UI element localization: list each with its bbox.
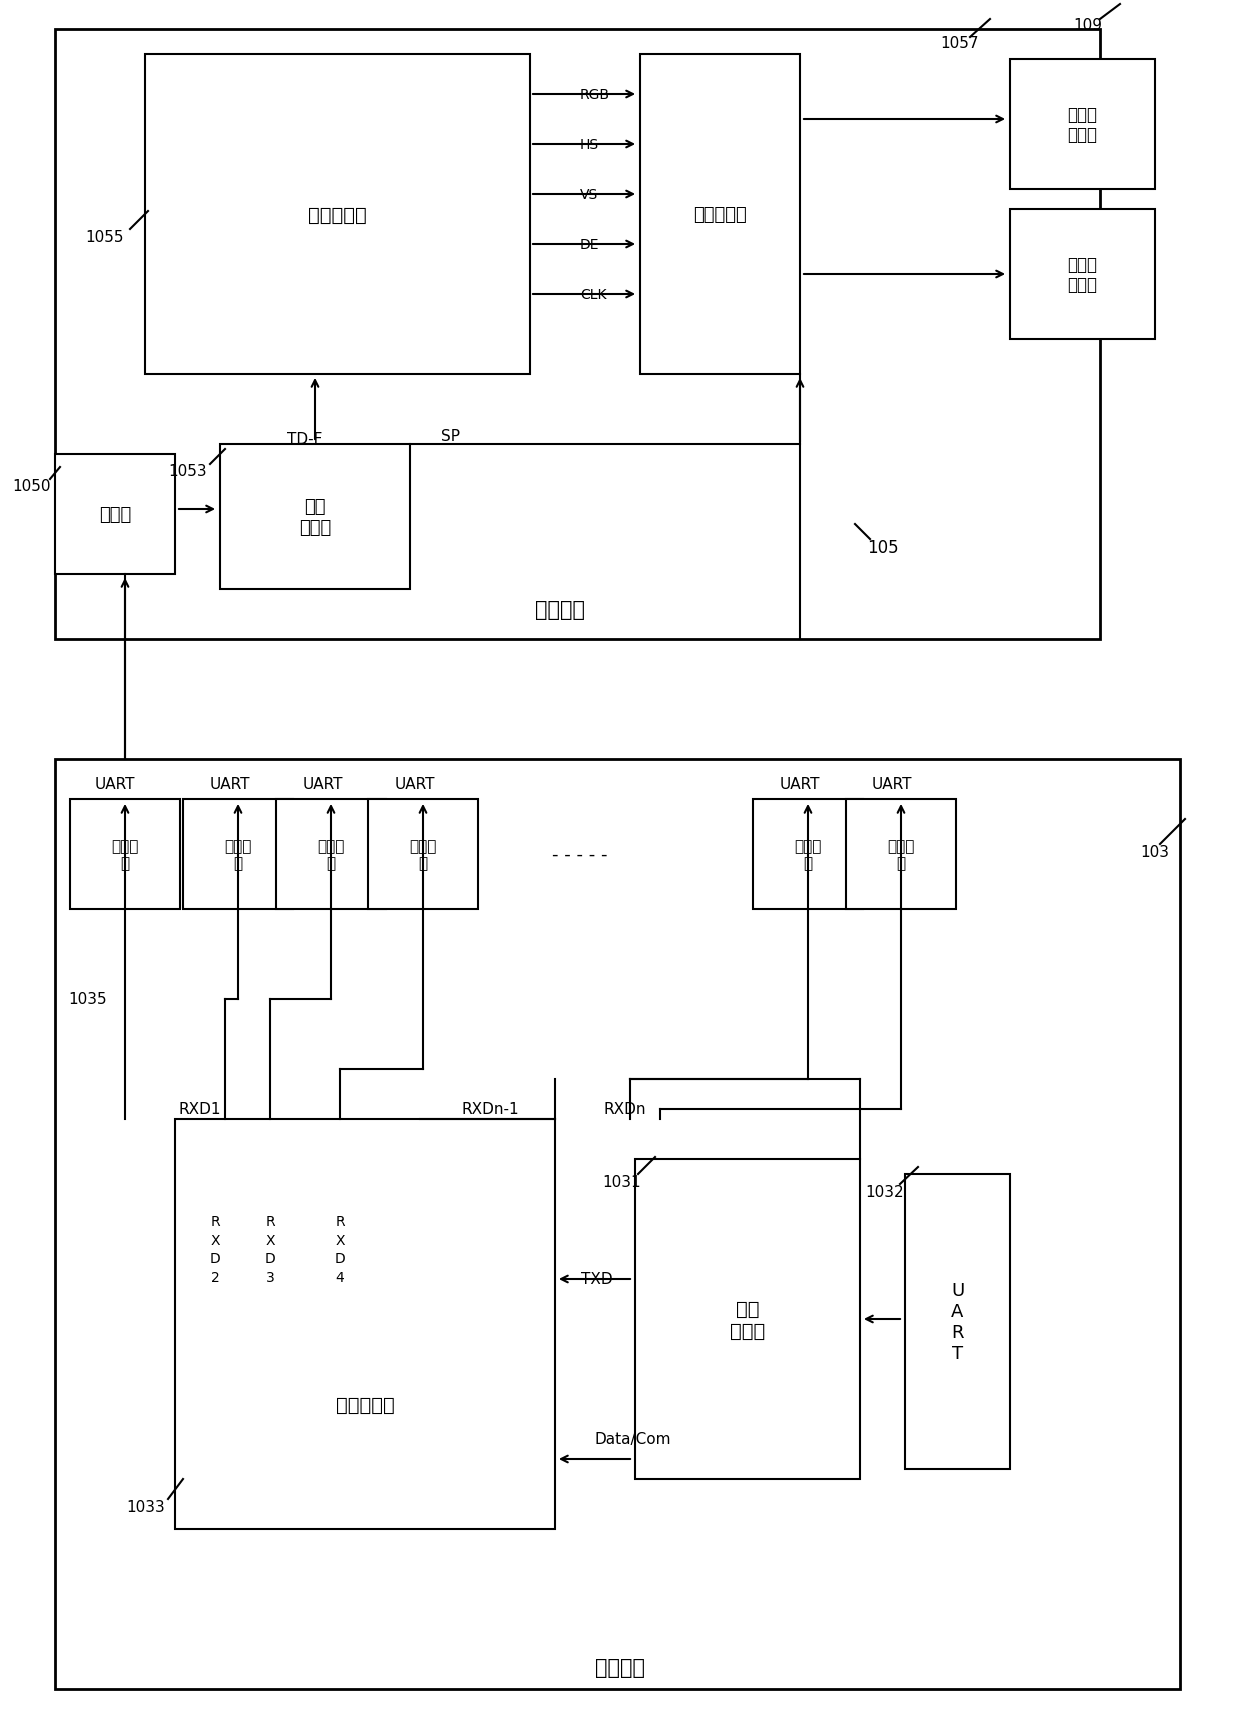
Text: VS: VS: [580, 189, 598, 202]
Text: UART: UART: [872, 777, 913, 792]
Bar: [1011, 209, 1154, 339]
Text: 105: 105: [867, 538, 899, 557]
Text: 第三
控制器: 第三 控制器: [299, 498, 331, 536]
Text: Data/Com: Data/Com: [594, 1432, 671, 1446]
Text: RXDn-1: RXDn-1: [461, 1102, 518, 1118]
Text: TXD: TXD: [582, 1272, 613, 1287]
Bar: [635, 1159, 861, 1479]
Text: 1053: 1053: [169, 464, 207, 479]
Text: HS: HS: [580, 138, 599, 152]
Text: RXDn: RXDn: [604, 1102, 646, 1118]
Text: 1035: 1035: [68, 991, 108, 1007]
Bar: [69, 799, 180, 910]
Text: 103: 103: [1141, 844, 1169, 860]
Text: CLK: CLK: [580, 287, 606, 301]
Text: R
X
D
2: R X D 2: [210, 1214, 221, 1284]
Text: DE: DE: [580, 237, 599, 253]
Text: 1031: 1031: [603, 1175, 641, 1190]
Text: 输出接
口: 输出接 口: [888, 839, 915, 870]
Bar: [55, 759, 1180, 1688]
Text: 1033: 1033: [126, 1500, 165, 1515]
Text: - - - - -: - - - - -: [552, 846, 608, 863]
Bar: [277, 799, 386, 910]
Text: 1055: 1055: [86, 230, 124, 246]
Text: 输出接
口: 输出接 口: [409, 839, 436, 870]
Text: 输出接
口: 输出接 口: [224, 839, 252, 870]
Text: 主控制板: 主控制板: [595, 1657, 645, 1676]
Text: TD-F: TD-F: [288, 432, 322, 448]
Bar: [753, 799, 863, 910]
Text: UART: UART: [94, 777, 135, 792]
Bar: [846, 799, 956, 910]
Bar: [368, 799, 477, 910]
Text: RGB: RGB: [580, 88, 610, 102]
Text: 子控制板: 子控制板: [534, 600, 585, 619]
Bar: [905, 1175, 1011, 1469]
Bar: [1011, 61, 1154, 190]
Text: 输出接
口: 输出接 口: [795, 839, 822, 870]
Text: 第四控制器: 第四控制器: [308, 206, 367, 225]
Text: R
X
D
4: R X D 4: [335, 1214, 346, 1284]
Bar: [55, 29, 1100, 640]
Bar: [219, 445, 410, 590]
Text: U
A
R
T: U A R T: [951, 1282, 965, 1362]
Bar: [175, 1119, 556, 1529]
Bar: [640, 55, 800, 375]
Text: 1057: 1057: [941, 36, 980, 52]
Text: 液晶显
示模组: 液晶显 示模组: [1068, 256, 1097, 294]
Text: SP: SP: [440, 429, 460, 445]
Text: 1050: 1050: [12, 479, 51, 495]
Text: 输入口: 输入口: [99, 505, 131, 524]
Text: UART: UART: [303, 777, 343, 792]
Bar: [55, 455, 175, 574]
Bar: [145, 55, 529, 375]
Text: 信号转换器: 信号转换器: [693, 206, 746, 223]
Bar: [184, 799, 293, 910]
Text: 109: 109: [1074, 19, 1102, 33]
Text: RXD1: RXD1: [179, 1102, 221, 1118]
Text: 第一
控制器: 第一 控制器: [730, 1299, 765, 1339]
Text: 输出接
口: 输出接 口: [112, 839, 139, 870]
Text: 液晶显
示模组: 液晶显 示模组: [1068, 106, 1097, 144]
Text: UART: UART: [780, 777, 820, 792]
Text: 输出接
口: 输出接 口: [317, 839, 345, 870]
Text: UART: UART: [394, 777, 435, 792]
Text: UART: UART: [210, 777, 250, 792]
Text: 1032: 1032: [866, 1185, 904, 1201]
Text: R
X
D
3: R X D 3: [264, 1214, 275, 1284]
Text: 第二控制器: 第二控制器: [336, 1394, 394, 1413]
